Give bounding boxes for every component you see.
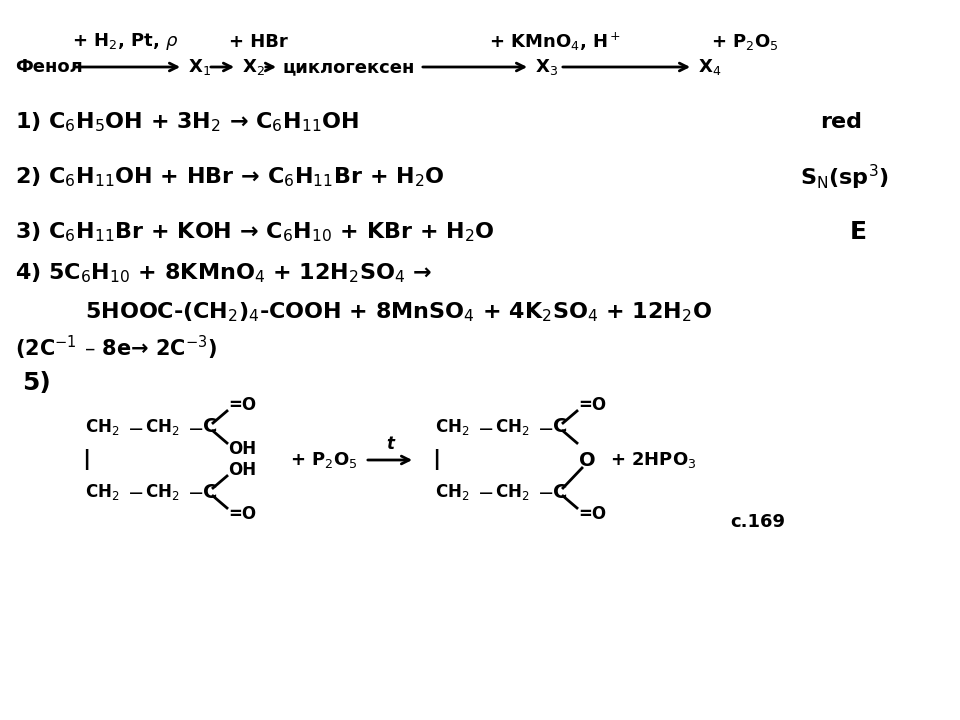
Text: CH$_2$: CH$_2$ xyxy=(495,482,530,502)
Text: OH: OH xyxy=(228,440,256,458)
Text: X$_4$: X$_4$ xyxy=(698,57,721,77)
Text: + P$_2$O$_5$: + P$_2$O$_5$ xyxy=(711,32,779,52)
Text: CH$_2$: CH$_2$ xyxy=(145,417,180,437)
Text: Фенол: Фенол xyxy=(15,58,83,76)
Text: $-$: $-$ xyxy=(187,418,204,436)
Text: C: C xyxy=(203,418,217,436)
Text: циклогексен: циклогексен xyxy=(283,58,416,76)
Text: + KMnO$_4$, H$^+$: + KMnO$_4$, H$^+$ xyxy=(489,31,621,53)
Text: =O: =O xyxy=(578,505,606,523)
Text: =O: =O xyxy=(228,505,256,523)
Text: C: C xyxy=(203,482,217,502)
Text: $-$: $-$ xyxy=(477,418,493,436)
Text: CH$_2$: CH$_2$ xyxy=(145,482,180,502)
Text: C: C xyxy=(553,418,567,436)
Text: 5): 5) xyxy=(22,371,51,395)
Text: CH$_2$: CH$_2$ xyxy=(435,482,469,502)
Text: + 2HPO$_3$: + 2HPO$_3$ xyxy=(610,450,697,470)
Text: 4) 5C$_6$H$_{10}$ + 8KMnO$_4$ + 12H$_2$SO$_4$ →: 4) 5C$_6$H$_{10}$ + 8KMnO$_4$ + 12H$_2$S… xyxy=(15,261,432,285)
Text: |: | xyxy=(82,449,90,470)
Text: t: t xyxy=(386,435,394,453)
Text: 2) C$_6$H$_{11}$OH + HBr → C$_6$H$_{11}$Br + H$_2$O: 2) C$_6$H$_{11}$OH + HBr → C$_6$H$_{11}$… xyxy=(15,165,444,189)
Text: X$_3$: X$_3$ xyxy=(535,57,558,77)
Text: $-$: $-$ xyxy=(127,482,143,502)
Text: $-$: $-$ xyxy=(477,482,493,502)
Text: X$_2$: X$_2$ xyxy=(242,57,265,77)
Text: O: O xyxy=(579,451,595,469)
Text: =O: =O xyxy=(578,396,606,414)
Text: с.169: с.169 xyxy=(730,513,785,531)
Text: $-$: $-$ xyxy=(537,418,553,436)
Text: $-$: $-$ xyxy=(537,482,553,502)
Text: + HBr: + HBr xyxy=(228,33,287,51)
Text: CH$_2$: CH$_2$ xyxy=(435,417,469,437)
Text: CH$_2$: CH$_2$ xyxy=(85,417,120,437)
Text: |: | xyxy=(432,449,441,470)
Text: S$_\mathrm{N}$(sp$^3$): S$_\mathrm{N}$(sp$^3$) xyxy=(800,163,889,192)
Text: $-$: $-$ xyxy=(127,418,143,436)
Text: + H$_2$, Pt, $\rho$: + H$_2$, Pt, $\rho$ xyxy=(72,32,179,53)
Text: (2C$^{-1}$ – 8e→ 2C$^{-3}$): (2C$^{-1}$ – 8e→ 2C$^{-3}$) xyxy=(15,334,217,362)
Text: CH$_2$: CH$_2$ xyxy=(85,482,120,502)
Text: X$_1$: X$_1$ xyxy=(188,57,211,77)
Text: C: C xyxy=(553,482,567,502)
Text: 1) C$_6$H$_5$OH + 3H$_2$ → C$_6$H$_{11}$OH: 1) C$_6$H$_5$OH + 3H$_2$ → C$_6$H$_{11}$… xyxy=(15,110,359,134)
Text: $-$: $-$ xyxy=(187,482,204,502)
Text: CH$_2$: CH$_2$ xyxy=(495,417,530,437)
Text: + P$_2$O$_5$: + P$_2$O$_5$ xyxy=(290,450,358,470)
Text: 3) C$_6$H$_{11}$Br + KOH → C$_6$H$_{10}$ + KBr + H$_2$O: 3) C$_6$H$_{11}$Br + KOH → C$_6$H$_{10}$… xyxy=(15,220,494,244)
Text: E: E xyxy=(850,220,867,244)
Text: 5HOOC-(CH$_2$)$_4$-COOH + 8MnSO$_4$ + 4K$_2$SO$_4$ + 12H$_2$O: 5HOOC-(CH$_2$)$_4$-COOH + 8MnSO$_4$ + 4K… xyxy=(85,300,712,324)
Text: OH: OH xyxy=(228,461,256,479)
Text: =O: =O xyxy=(228,396,256,414)
Text: red: red xyxy=(820,112,862,132)
